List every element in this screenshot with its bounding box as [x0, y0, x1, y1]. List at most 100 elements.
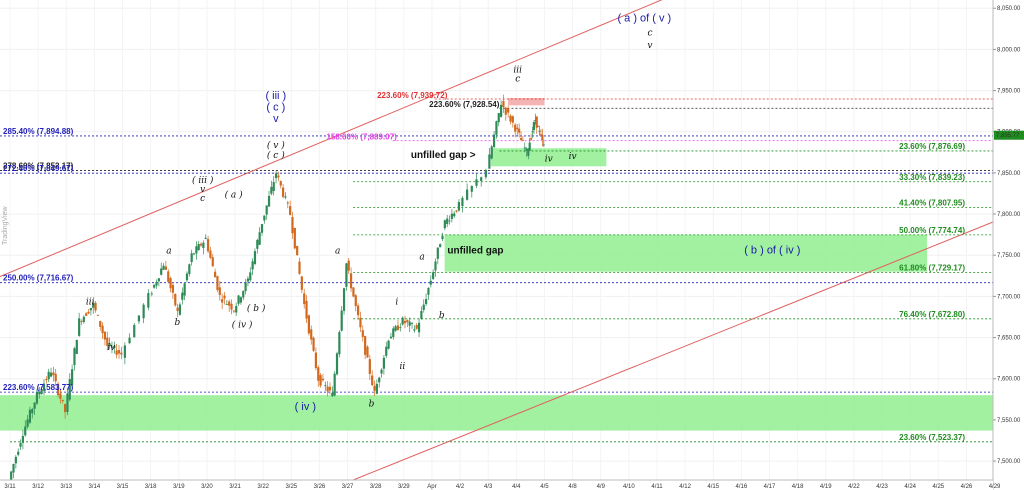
candle	[410, 323, 414, 324]
level-label: 285.40% (7,894.88)	[3, 127, 74, 136]
zones	[0, 97, 1015, 431]
candle	[192, 253, 196, 255]
candle	[484, 170, 487, 178]
candle	[133, 324, 136, 338]
candle	[96, 314, 100, 316]
candle	[429, 280, 432, 285]
time-tick-label: 4/10	[623, 484, 635, 490]
candle	[538, 130, 541, 132]
wave-annotations: unfilled gap > unfilled gap ( a ) of ( v )…	[86, 12, 801, 413]
candle	[137, 315, 141, 322]
candles	[10, 94, 545, 482]
candle	[495, 121, 498, 135]
candle	[267, 195, 271, 207]
candle	[441, 235, 444, 240]
candle	[24, 426, 27, 436]
level-label: 23.60% (7,523.37)	[899, 433, 965, 442]
time-tick-label: 4/22	[848, 484, 860, 490]
candle	[432, 272, 435, 279]
candle	[296, 245, 299, 256]
price-tick-label: 7,600.00	[997, 377, 1021, 383]
candle	[123, 345, 126, 358]
wave-label: ii	[400, 362, 406, 372]
price-tick-label: 7,950.00	[997, 89, 1021, 95]
price-tick-label: 7,750.00	[997, 253, 1021, 259]
time-tick-label: 3/12	[32, 484, 44, 490]
candle	[326, 386, 329, 392]
candle	[260, 224, 264, 233]
time-tick-label: 3/18	[145, 484, 157, 490]
wave-label: c	[647, 28, 652, 38]
candle	[85, 313, 88, 316]
candle	[281, 187, 285, 197]
candle	[153, 284, 156, 288]
candle	[461, 197, 464, 207]
candle	[420, 310, 423, 319]
candle	[128, 337, 131, 344]
candle	[214, 271, 217, 278]
candle	[242, 290, 245, 298]
candle	[371, 375, 374, 386]
wave-label: v	[273, 113, 279, 125]
candle	[17, 451, 20, 455]
candle	[368, 359, 371, 374]
price-axis[interactable]: 8,050.008,000.007,950.007,900.007,850.00…	[992, 0, 1024, 490]
candle	[507, 108, 510, 113]
candle	[466, 189, 469, 200]
candle	[347, 260, 350, 271]
candle	[518, 128, 521, 133]
level-label: 41.40% (7,807.95)	[899, 199, 965, 208]
time-tick-label: 3/29	[398, 484, 410, 490]
candle	[10, 471, 13, 481]
candle	[436, 247, 439, 259]
candle	[206, 239, 210, 252]
candle	[532, 122, 536, 131]
candle	[359, 317, 362, 328]
candle	[157, 278, 160, 282]
candle	[291, 217, 294, 234]
candle	[480, 177, 483, 181]
candle	[274, 173, 278, 179]
candle	[232, 310, 235, 312]
candle	[378, 377, 381, 383]
candle	[56, 383, 60, 395]
candle	[38, 391, 41, 395]
candle	[324, 385, 327, 387]
time-tick-label: 4/18	[792, 484, 804, 490]
candle	[155, 281, 158, 286]
candle	[120, 352, 123, 355]
candle	[216, 276, 219, 291]
price-tick-label: 7,800.00	[997, 212, 1021, 218]
candle	[40, 389, 43, 395]
wave-label: iv	[107, 343, 115, 353]
candle	[338, 332, 341, 355]
time-tick-label: 3/13	[60, 484, 72, 490]
candle	[310, 329, 313, 340]
candle	[319, 375, 322, 386]
candle	[298, 261, 301, 274]
candle	[534, 119, 537, 121]
candle	[108, 343, 111, 347]
time-tick-label: 3/27	[342, 484, 354, 490]
candle	[218, 287, 221, 295]
candle	[185, 273, 189, 281]
time-tick-label: 3/11	[4, 484, 16, 490]
candle	[413, 329, 416, 331]
candle	[511, 116, 514, 123]
time-axis[interactable]: 3/11 3/12 3/13 3/14 3/15 3/18 3/19 3/20 3/21 3/22…	[0, 479, 1001, 490]
time-tick-label: 3/25	[285, 484, 297, 490]
candle	[162, 265, 165, 270]
candle	[446, 218, 449, 225]
candle	[516, 127, 519, 130]
candle	[113, 345, 116, 349]
wave-label: b	[174, 318, 180, 328]
price-tick-label: 7,850.00	[997, 171, 1021, 177]
candle	[101, 325, 104, 334]
time-tick-label: 4/5	[540, 484, 549, 490]
candle	[87, 311, 90, 314]
wave-label: c	[200, 194, 205, 204]
candle	[117, 350, 121, 354]
candle	[314, 352, 318, 369]
zone	[491, 148, 607, 167]
